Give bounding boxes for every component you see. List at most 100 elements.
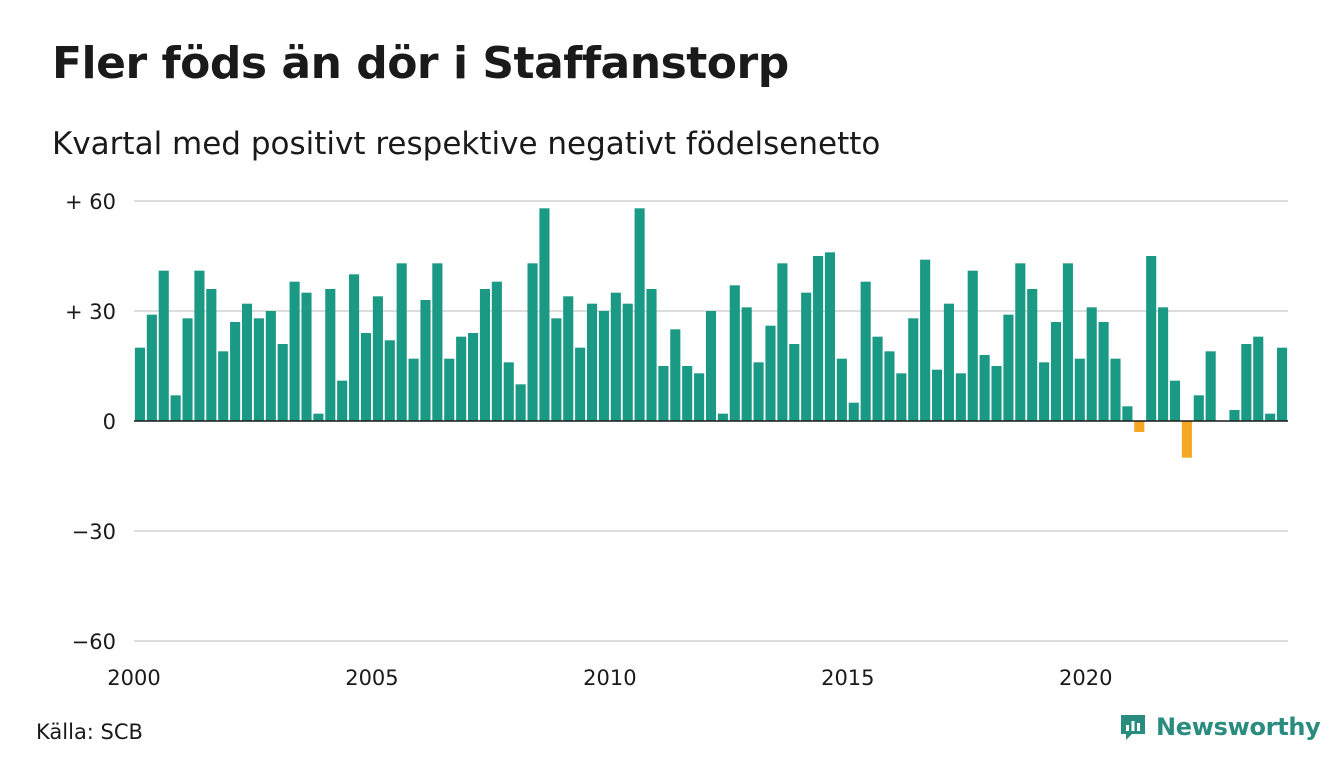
bar bbox=[158, 270, 169, 421]
bar bbox=[1134, 421, 1145, 432]
bar bbox=[1229, 410, 1240, 421]
bar bbox=[979, 355, 990, 421]
bar bbox=[182, 318, 193, 421]
bar bbox=[527, 263, 538, 421]
bar bbox=[908, 318, 919, 421]
chart-subtitle: Kvartal med positivt respektive negativt… bbox=[52, 126, 881, 162]
chart-title: Fler föds än dör i Staffanstorp bbox=[52, 38, 789, 89]
bar bbox=[884, 351, 895, 421]
bar bbox=[337, 380, 348, 421]
bar bbox=[1074, 358, 1085, 421]
bar bbox=[313, 413, 324, 421]
bar bbox=[468, 333, 479, 421]
bar bbox=[836, 358, 847, 421]
bar bbox=[1050, 322, 1062, 421]
bar bbox=[610, 292, 621, 421]
bar bbox=[729, 285, 740, 421]
bar bbox=[1122, 406, 1133, 421]
bar bbox=[1098, 322, 1109, 421]
bar bbox=[694, 373, 705, 421]
bar bbox=[396, 263, 407, 421]
newsworthy-logo-icon bbox=[1121, 715, 1145, 740]
bar bbox=[503, 362, 514, 421]
bar bbox=[241, 303, 253, 421]
bar bbox=[967, 270, 978, 421]
bar bbox=[360, 333, 372, 421]
bar bbox=[420, 300, 431, 421]
bar bbox=[1193, 395, 1204, 421]
bar bbox=[1039, 362, 1050, 421]
brand-name: Newsworthy bbox=[1156, 713, 1321, 741]
bar bbox=[1181, 421, 1192, 458]
bar bbox=[931, 369, 943, 421]
bar bbox=[1086, 307, 1097, 421]
bar bbox=[789, 344, 800, 421]
bar bbox=[444, 358, 455, 421]
bar bbox=[920, 259, 931, 421]
y-tick-label: + 30 bbox=[65, 300, 116, 324]
bar bbox=[1015, 263, 1026, 421]
bar bbox=[1062, 263, 1073, 421]
bar bbox=[206, 289, 217, 421]
bar bbox=[575, 347, 586, 421]
bar bbox=[658, 366, 669, 421]
bar bbox=[646, 289, 657, 421]
bar bbox=[349, 274, 360, 421]
x-tick-label: 2005 bbox=[345, 666, 398, 690]
x-tick-label: 2000 bbox=[107, 666, 160, 690]
bar bbox=[146, 314, 157, 421]
x-tick-label: 2015 bbox=[821, 666, 874, 690]
x-tick-label: 2020 bbox=[1059, 666, 1112, 690]
axis-layer: + 60 + 30 0 −30 −60 2000 2005 2010 2015 2020 bbox=[65, 190, 1288, 690]
y-tick-label: 0 bbox=[103, 410, 116, 434]
bar-layer bbox=[134, 208, 1288, 458]
bar bbox=[325, 289, 336, 421]
bar bbox=[277, 344, 288, 421]
bar bbox=[777, 263, 788, 421]
bar bbox=[515, 384, 526, 421]
bar bbox=[491, 281, 502, 421]
bar bbox=[253, 318, 264, 421]
bar bbox=[1277, 347, 1288, 421]
bar bbox=[955, 373, 966, 421]
bar bbox=[1241, 344, 1252, 421]
bar bbox=[848, 402, 859, 421]
bar bbox=[824, 252, 836, 421]
bar bbox=[670, 329, 681, 421]
bar bbox=[230, 322, 241, 421]
bar bbox=[408, 358, 419, 421]
bar bbox=[265, 311, 276, 421]
bar bbox=[1205, 351, 1216, 421]
bar bbox=[741, 307, 752, 421]
y-tick-label: −60 bbox=[72, 630, 116, 654]
bar bbox=[801, 292, 812, 421]
bar bbox=[134, 347, 145, 421]
x-tick-label: 2010 bbox=[583, 666, 636, 690]
bar bbox=[634, 208, 645, 421]
bar bbox=[1158, 307, 1169, 421]
bar bbox=[289, 281, 300, 421]
bar-chart: + 60 + 30 0 −30 −60 2000 2005 2010 2015 2020 bbox=[65, 190, 1288, 690]
bar bbox=[563, 296, 574, 421]
bar bbox=[432, 263, 443, 421]
bar bbox=[598, 311, 609, 421]
bar bbox=[539, 208, 550, 421]
bar bbox=[1027, 289, 1038, 421]
bar bbox=[813, 256, 824, 421]
bar bbox=[896, 373, 907, 421]
bar bbox=[586, 303, 598, 421]
bar bbox=[1265, 413, 1276, 421]
bar bbox=[991, 366, 1002, 421]
bar bbox=[1253, 336, 1264, 421]
bar bbox=[682, 366, 693, 421]
bar bbox=[872, 336, 883, 421]
bar bbox=[1003, 314, 1014, 421]
bar bbox=[943, 303, 954, 421]
bar bbox=[705, 311, 717, 421]
bar bbox=[860, 281, 871, 421]
bar bbox=[384, 340, 395, 421]
bar bbox=[551, 318, 562, 421]
brand-logo[interactable]: Newsworthy bbox=[1118, 712, 1321, 742]
source-note: Källa: SCB bbox=[36, 720, 143, 744]
bar bbox=[479, 289, 491, 421]
